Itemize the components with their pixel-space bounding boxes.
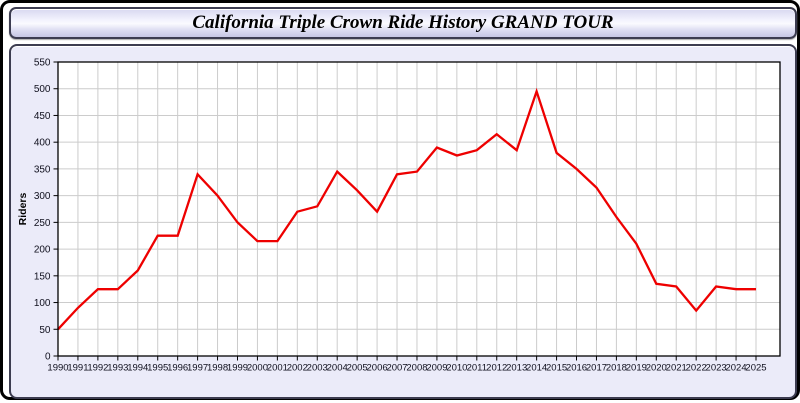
page-title: California Triple Crown Ride History GRA… — [192, 12, 614, 33]
title-banner: California Triple Crown Ride History GRA… — [9, 7, 797, 39]
chart-panel — [9, 44, 797, 399]
